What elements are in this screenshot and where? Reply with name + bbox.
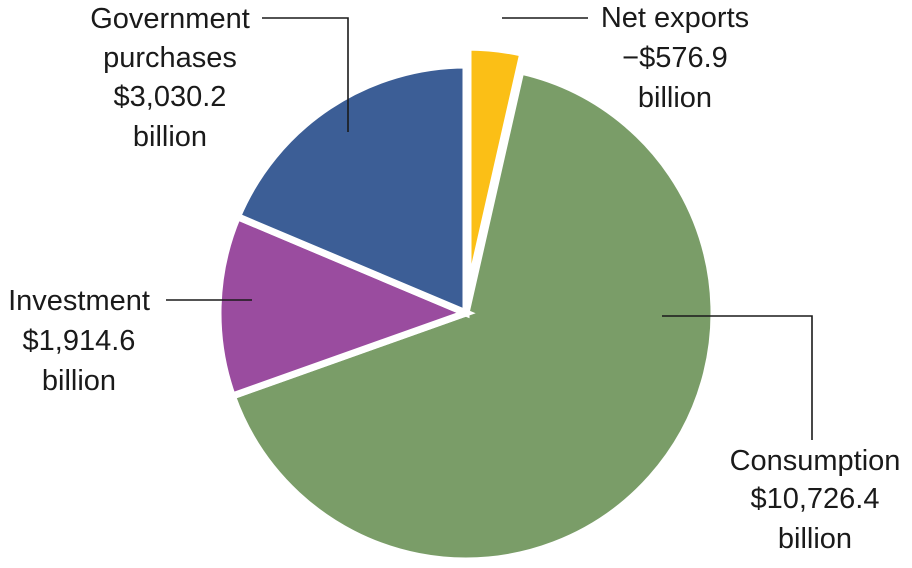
pie-slice-consumption (227, 66, 718, 565)
leader-line-government (262, 17, 349, 132)
leader-lines (166, 17, 813, 440)
leader-line-consumption (662, 315, 813, 440)
label-government-purchases: Government purchases $3,030.2 billion (90, 3, 250, 153)
label-investment-line-3: billion (42, 365, 116, 397)
label-investment-line-1: Investment (8, 285, 150, 317)
pie-slice-investment (214, 212, 476, 401)
label-consumption-line-1: Consumption (730, 445, 901, 477)
pie-slice-government-purchases (232, 61, 470, 319)
label-government-line-3: $3,030.2 (114, 81, 227, 113)
label-net-exports-line-1: Net exports (601, 2, 749, 34)
label-net-exports-line-3: billion (638, 82, 712, 114)
label-government-line-1: Government (90, 3, 250, 35)
label-government-line-2: purchases (103, 42, 237, 74)
label-consumption-line-3: billion (778, 523, 852, 555)
label-investment-line-2: $1,914.6 (23, 325, 136, 357)
label-net-exports-line-2: −$576.9 (622, 42, 728, 74)
label-government-line-4: billion (133, 121, 207, 153)
label-investment: Investment $1,914.6 billion (8, 285, 150, 397)
label-net-exports: Net exports −$576.9 billion (601, 2, 749, 114)
label-consumption-line-2: $10,726.4 (750, 483, 879, 515)
label-consumption: Consumption $10,726.4 billion (730, 445, 901, 555)
pie-slices (214, 43, 718, 565)
